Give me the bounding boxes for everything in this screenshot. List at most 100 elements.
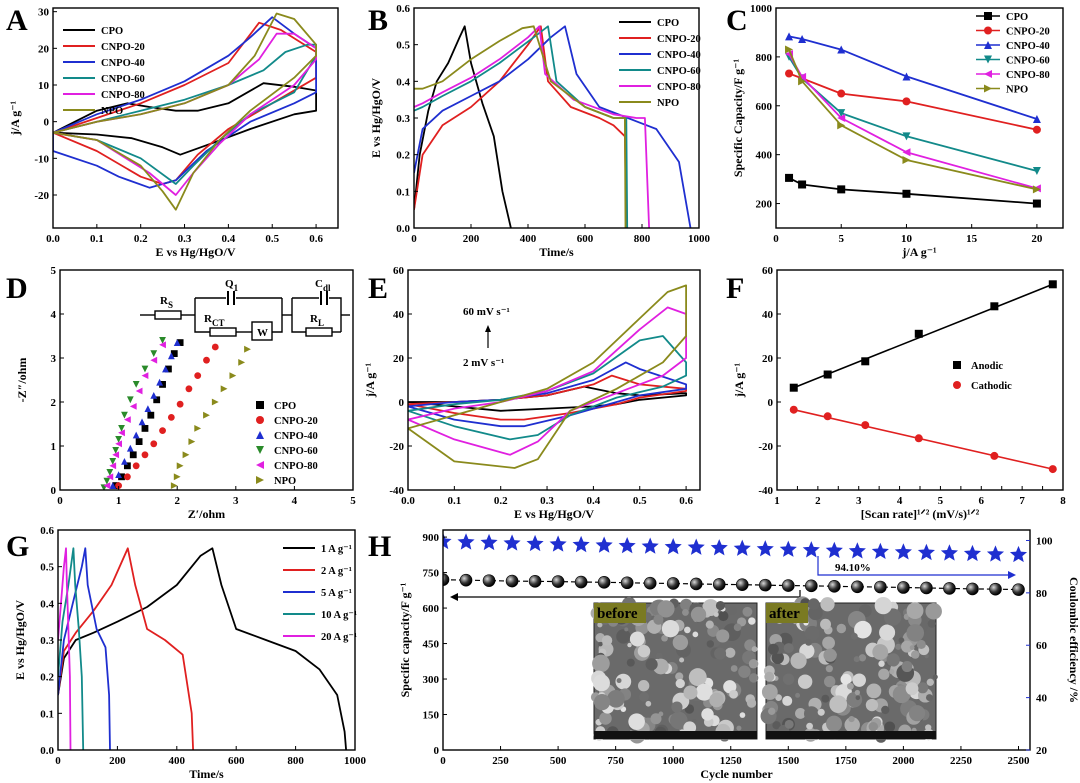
data-point [109,482,117,489]
sem-particle [645,658,658,671]
panel-f: F 1 2 3 4 5 6 7 8 -40 -20 0 20 40 60 [Scan rate]¹ᐟ² (mV… [726,265,1066,521]
sem-particle [836,623,847,634]
data-point [874,580,887,594]
data-point [966,582,979,596]
sem-particle [767,643,779,655]
x-tick-label: 0.4 [222,233,236,245]
sem-particle [872,644,889,660]
legend: CPO CNPO-20 CNPO-40 CNPO-60 CNPO-80 NPO [619,18,701,109]
legend-entry: CNPO-80 [101,90,145,101]
sem-particle [782,673,795,685]
series-cnpo-40 [414,25,692,228]
plot-area [408,284,687,469]
sem-info-bar [594,731,757,739]
sem-tag-label: after [769,606,800,622]
x-tick-label: 0.6 [309,233,323,245]
wire [272,298,283,333]
sem-particle [706,640,715,648]
y-tick-label: 0.0 [40,745,54,757]
legend-marker [256,461,264,469]
data-point [109,462,117,470]
x-tick-label: 0 [440,755,446,767]
series-1 [443,532,1028,563]
data-point [902,189,911,198]
circuit-symbol: Q [225,278,234,290]
legend-entry: CNPO-60 [274,446,318,457]
y-tick-label: 0.4 [396,76,410,88]
sem-particle [725,647,736,658]
y2-tick-label: 20 [1036,745,1048,757]
legend-entry: CNPO-20 [101,42,145,53]
data-point [159,337,166,344]
y-tick-label: 900 [423,532,440,544]
sem-particle [653,614,664,625]
sem-particle [692,631,699,638]
legend-entry: CNPO-40 [1006,41,1050,52]
sem-particle [736,725,742,731]
legend-entry: CNPO-80 [274,461,318,472]
series-line [408,284,687,469]
sem-particle [858,654,867,662]
series-line [408,335,687,441]
legend-entry: 20 A g⁻¹ [321,632,357,643]
data-point [666,577,680,590]
circuit-subscript: S [168,300,173,310]
x-tick-label: 0 [773,233,779,245]
sem-particle [628,713,645,730]
data-point [641,537,659,554]
data-point [115,471,122,478]
series-line [414,25,629,228]
panel-label: H [368,530,391,563]
series-cnpo-60 [100,337,166,490]
data-point [176,339,184,346]
y-tick-label: -10 [34,153,49,165]
circuit-symbol: C [315,278,323,290]
y-tick-label: 0 [768,397,774,409]
legend-marker [953,381,961,389]
legend-entry: NPO [274,476,296,487]
x-tick-label: 400 [169,755,186,767]
sem-particle [855,695,861,701]
data-point [173,473,181,481]
data-point [176,400,184,408]
data-point [194,372,202,379]
legend-entry: NPO [1006,85,1028,96]
legend-entry: CNPO-80 [657,82,701,93]
sem-particle [695,683,713,701]
data-point [1032,167,1041,176]
x-tick-label: 600 [577,233,594,245]
sem-particle [906,602,924,620]
sem-particle [748,673,759,683]
plot-frame [407,269,701,491]
sem-particle [847,682,854,690]
sem-particle [639,691,649,702]
plot-area [789,280,1057,474]
y-tick-label: 0.2 [40,672,54,684]
legend-marker [256,446,264,454]
x-tick-label: 1500 [777,755,800,767]
series-line [58,547,85,750]
plot-area [53,12,318,211]
sem-particle [627,642,632,648]
data-point [123,462,131,470]
sem-particle [645,700,652,707]
y-tick-label: 4 [51,309,57,321]
data-point [115,440,122,448]
circuit-symbol: R [310,313,319,325]
sem-particle [682,608,689,616]
x-tick-label: 1000 [688,233,711,245]
x-tick-label: 800 [634,233,651,245]
data-point [167,414,175,421]
plot-frame [59,269,354,491]
data-point [902,148,911,157]
sem-particle [895,643,902,650]
data-point [182,451,190,459]
data-point [135,387,143,395]
sem-particle [650,713,662,725]
data-point [132,431,140,439]
data-point [159,427,166,434]
series-line [414,25,512,228]
legend-marker [953,361,961,369]
sem-particle [771,651,784,665]
